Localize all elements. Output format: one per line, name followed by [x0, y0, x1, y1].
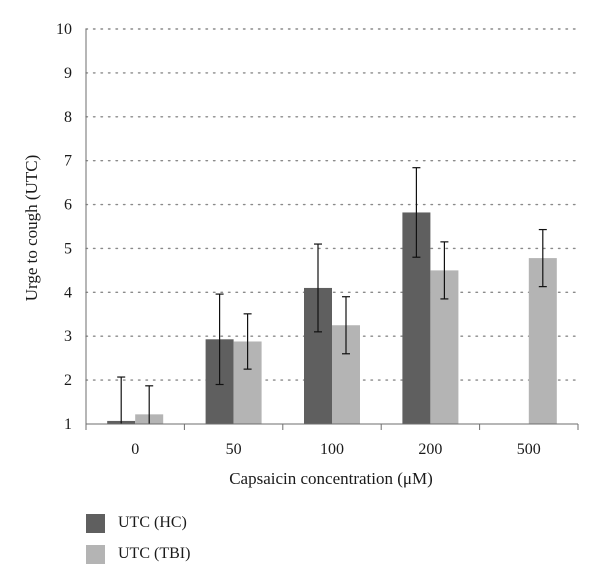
x-axis-title: Capsaicin concentration (μM) — [229, 469, 433, 488]
legend: UTC (HC) UTC (TBI) — [86, 512, 190, 574]
axes — [85, 29, 579, 430]
legend-label-tbi: UTC (TBI) — [118, 545, 191, 562]
y-tick-label: 3 — [64, 328, 72, 345]
legend-item-tbi: UTC (TBI) — [86, 543, 190, 565]
x-tick-label: 100 — [320, 441, 344, 458]
x-tick-label: 0 — [131, 441, 139, 458]
x-tick-labels: 0 50 100 200 500 — [131, 441, 541, 458]
y-tick-label: 6 — [64, 197, 72, 214]
y-tick-label: 10 — [56, 21, 72, 38]
gridlines — [85, 28, 579, 381]
legend-item-hc: UTC (HC) — [86, 512, 190, 534]
bars — [107, 212, 557, 424]
y-tick-label: 2 — [64, 372, 72, 389]
x-tick-label: 500 — [517, 441, 541, 458]
y-tick-label: 7 — [64, 153, 72, 170]
x-tick-label: 200 — [418, 441, 442, 458]
legend-label-hc: UTC (HC) — [118, 514, 187, 531]
y-tick-label: 9 — [64, 65, 72, 82]
y-tick-label: 8 — [64, 109, 72, 126]
legend-swatch-tbi — [86, 544, 105, 564]
legend-swatch-hc — [86, 513, 105, 533]
y-tick-label: 4 — [64, 284, 72, 301]
x-tick-label: 50 — [226, 441, 242, 458]
y-axis-title: Urge to cough (UTC) — [22, 155, 41, 302]
y-tick-labels: 1 2 3 4 5 6 7 8 9 10 — [56, 21, 72, 433]
error-bars — [117, 167, 547, 424]
y-tick-label: 5 — [64, 240, 72, 257]
y-tick-label: 1 — [64, 416, 72, 433]
